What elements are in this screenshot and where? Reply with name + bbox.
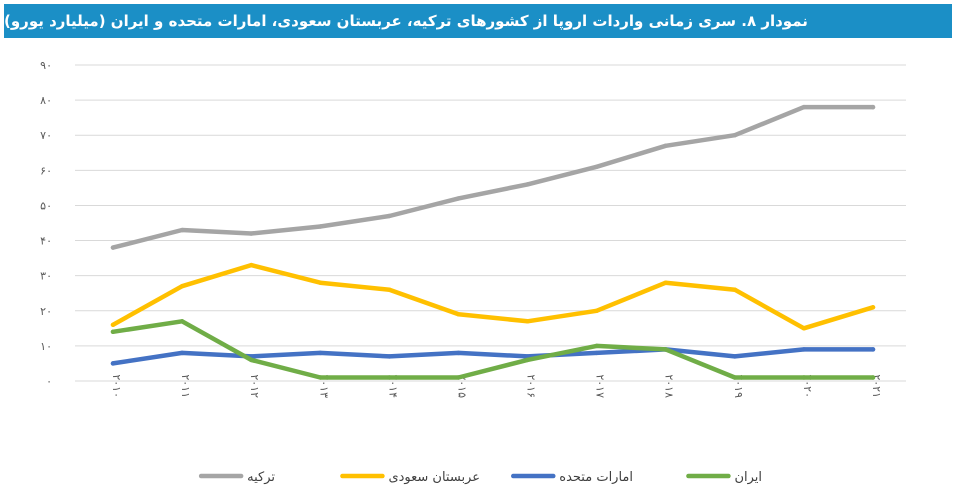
data-point (870, 305, 876, 310)
x-tick-label: ۲۰۱۶ (525, 374, 538, 398)
data-point (248, 262, 254, 268)
data-point (110, 322, 116, 328)
legend-label-1: عربستان سعودی (388, 470, 480, 485)
legend-label-3: ایران (734, 470, 762, 485)
data-point (732, 287, 738, 292)
data-point (179, 227, 185, 233)
data-point (525, 182, 530, 187)
data-point (456, 350, 461, 356)
legend-label-0: ترکیه (247, 470, 275, 485)
legend: ترکیه عربستان سعودی امارات متحده ایران (198, 470, 762, 485)
data-point (179, 319, 185, 324)
series-line-1 (110, 262, 876, 331)
x-tick-label: ۲۰۱۸ (663, 374, 676, 398)
data-point (594, 308, 599, 313)
x-axis-ticks: ۲۰۱۰ ۲۰۱۱ ۲۰۱۲ ۲۰۱۳ ۲۰۱۴ ۲۰۱۵ ۲۰۱۶ ۲۰۱۷ ۲۰۱۸ ۲۰۱۹… (110, 374, 883, 398)
x-tick-label: ۲۰۱۰ (110, 374, 123, 398)
data-point (248, 357, 254, 363)
data-point (594, 164, 599, 170)
y-tick-label: ۴۰ (40, 235, 52, 248)
data-point (801, 347, 807, 352)
y-tick-label: ۰ (46, 375, 52, 388)
x-tick-label: ۲۰۱۴ (386, 374, 399, 398)
x-tick-label: ۲۰۱۹ (732, 374, 745, 398)
data-point (594, 343, 599, 349)
data-point (387, 375, 392, 380)
data-point (732, 354, 738, 359)
x-tick-label: ۲۰۱۲ (248, 374, 261, 398)
data-point (179, 284, 185, 289)
data-point (318, 350, 323, 356)
series-line-0 (110, 104, 876, 250)
data-point (594, 350, 599, 356)
data-point (387, 354, 392, 359)
y-axis-ticks: ۰ ۱۰ ۲۰ ۳۰ ۴۰ ۵۰ ۶۰ ۷۰ ۸۰ ۹۰ (40, 59, 52, 388)
data-point (525, 319, 530, 324)
data-point (179, 350, 185, 356)
data-point (456, 312, 461, 317)
data-point (387, 287, 392, 292)
data-point (248, 231, 254, 236)
data-point (110, 245, 116, 250)
data-point (456, 196, 461, 201)
data-point (732, 133, 738, 138)
x-tick-label: ۲۰۱۳ (317, 374, 330, 398)
data-point (801, 326, 807, 331)
y-tick-label: ۳۰ (40, 270, 52, 283)
x-tick-label: ۲۰۲۱ (870, 374, 883, 398)
data-point (870, 375, 876, 380)
data-point (663, 347, 668, 352)
y-tick-label: ۹۰ (40, 59, 52, 72)
x-tick-label: ۲۰۱۵ (455, 374, 468, 398)
data-point (870, 347, 876, 352)
y-tick-label: ۶۰ (40, 164, 52, 177)
chart-title: نمودار ۸. سری زمانی واردات اروپا از کشور… (4, 4, 952, 38)
data-point (318, 224, 323, 229)
data-point (525, 357, 530, 363)
data-point (801, 375, 807, 380)
legend-label-2: امارات متحده (559, 470, 633, 485)
data-point (110, 361, 116, 366)
series-lines (110, 104, 876, 380)
series-line-3 (110, 319, 876, 380)
data-point (110, 329, 116, 335)
data-point (663, 143, 668, 148)
data-point (318, 375, 323, 380)
series-line-2 (110, 347, 876, 366)
x-tick-label: ۲۰۱۱ (179, 374, 192, 398)
data-point (318, 280, 323, 285)
data-point (801, 104, 807, 110)
data-point (870, 104, 876, 110)
y-tick-label: ۵۰ (40, 199, 52, 212)
x-tick-label: ۲۰۱۷ (594, 374, 607, 398)
y-tick-label: ۲۰ (40, 305, 52, 318)
y-tick-label: ۱۰ (40, 340, 52, 353)
data-point (732, 375, 738, 380)
x-tick-label: ۲۰۲۰ (801, 374, 814, 398)
data-point (663, 280, 668, 285)
y-tick-label: ۸۰ (40, 94, 52, 107)
data-point (456, 375, 461, 380)
data-point (387, 213, 392, 219)
y-tick-label: ۷۰ (40, 129, 52, 142)
